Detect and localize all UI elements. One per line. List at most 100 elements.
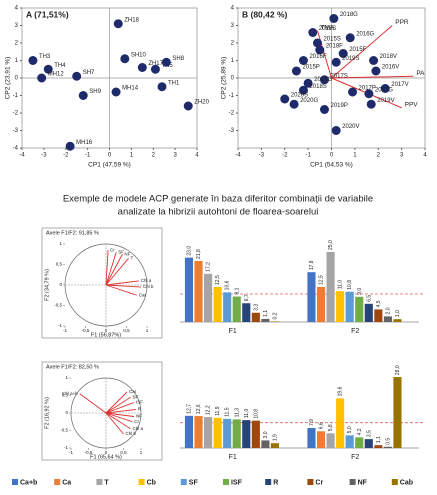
x-tick-label: F2 <box>351 454 359 461</box>
x-tick-label: -3 <box>41 153 47 159</box>
chart-title: Axele F1/F2: 82,50 % <box>46 364 99 370</box>
bar <box>336 398 345 448</box>
value-label: 1,9 <box>273 434 279 441</box>
bar <box>223 292 232 322</box>
chart-title: A (71,51%) <box>26 9 69 19</box>
data-point <box>348 87 358 97</box>
legend-label: Cr <box>315 479 323 486</box>
bar <box>204 417 213 448</box>
point-label: MH16 <box>76 140 93 146</box>
data-point <box>338 49 348 58</box>
value-label: 9,0 <box>357 288 363 295</box>
loading-arrow <box>105 250 109 286</box>
x-tick-label: 3 <box>400 153 404 159</box>
value-label: 19,6 <box>338 386 344 396</box>
loading-arrow <box>105 252 117 286</box>
bar <box>316 431 326 448</box>
loading-label: PA <box>416 70 425 77</box>
value-label: 2,0 <box>385 307 391 314</box>
y-tick-label: 4 <box>231 6 235 12</box>
data-point <box>150 64 160 74</box>
point-label: 2017S <box>330 73 347 79</box>
data-point <box>157 82 167 92</box>
bar <box>393 377 402 448</box>
value-label: 9,1 <box>234 287 240 294</box>
point-label: 2018G <box>340 12 358 18</box>
legend-label: T <box>104 479 109 486</box>
data-point <box>319 75 329 85</box>
x-tick-label: 1 <box>130 153 134 159</box>
x-tick-label: -4 <box>235 153 241 159</box>
loading-label: Chl a <box>133 426 144 431</box>
y-axis-label: F2 (34,79 %) <box>44 269 50 301</box>
data-point <box>78 91 88 100</box>
bar <box>355 296 364 322</box>
data-point <box>308 28 318 37</box>
loading-arrow <box>105 254 123 286</box>
loading-label: NF <box>136 414 142 419</box>
data-point <box>291 66 301 76</box>
legend-swatch <box>307 479 314 485</box>
bar <box>232 419 241 448</box>
value-label: 28,0 <box>395 365 401 375</box>
bar <box>184 257 194 322</box>
data-point <box>364 89 374 99</box>
loading-label: Chl b <box>126 431 137 436</box>
x-tick-label: 2 <box>152 153 156 159</box>
loading-arrow <box>105 412 135 417</box>
legend-label: Cb <box>147 479 156 486</box>
point-label: MH12 <box>48 72 65 78</box>
point-label: 2015F <box>349 47 366 53</box>
value-label: 11,9 <box>215 406 221 416</box>
plot-frame <box>41 227 163 339</box>
legend-label: ISF <box>231 479 243 486</box>
bar <box>184 415 194 448</box>
loading-label: ISF <box>136 400 143 405</box>
chart-title: Axele F1/F2: 91,85 % <box>46 230 99 236</box>
value-label: 11,5 <box>225 407 231 417</box>
legend-label: R <box>273 479 278 486</box>
x-tick-label: 0,5 <box>120 450 127 455</box>
x-tick-label: 0 <box>105 450 108 455</box>
x-axis-label: CP1 (54,53 %) <box>310 162 353 169</box>
data-point <box>28 56 38 65</box>
y-tick-label: 1 <box>59 241 62 246</box>
point-label: ZH17 <box>148 61 163 67</box>
point-label: 2017V <box>391 82 408 88</box>
loading-label: Car <box>139 292 147 297</box>
value-label: 1,1 <box>263 310 269 317</box>
y-tick-label: -1 <box>229 93 235 99</box>
loading-label: Cr <box>110 247 115 252</box>
bar <box>242 420 251 448</box>
x-tick-label: 0,5 <box>123 328 130 333</box>
x-tick-label: F1 <box>229 328 237 335</box>
legend-swatch <box>138 479 145 485</box>
loading-label: Chl a+b <box>62 391 78 396</box>
data-point <box>111 87 121 97</box>
x-tick-label: 0 <box>105 328 108 333</box>
bar <box>355 437 364 448</box>
data-point <box>366 99 376 109</box>
bar <box>364 303 373 322</box>
x-tick-label: 0 <box>330 153 334 159</box>
point-label: 2018S <box>309 84 326 90</box>
legend-swatch <box>180 479 187 485</box>
bar <box>383 316 392 322</box>
x-tick-label: -0,5 <box>85 450 93 455</box>
point-label: TH1 <box>168 80 180 86</box>
data-point <box>183 101 193 111</box>
legend-swatch <box>12 479 18 485</box>
point-label: MH14 <box>122 86 139 92</box>
y-tick-label: 1 <box>231 58 235 64</box>
legend-label: SF <box>189 479 199 486</box>
value-label: 5,0 <box>347 426 353 433</box>
bar <box>251 420 260 448</box>
x-tick-label: -1 <box>305 153 311 159</box>
value-label: 17,2 <box>206 262 212 272</box>
x-tick-label: 3 <box>173 153 177 159</box>
bar <box>307 272 316 322</box>
x-tick-label: -4 <box>19 153 25 159</box>
y-tick-label: 4 <box>15 6 19 12</box>
x-tick-label: 2 <box>377 153 381 159</box>
value-label: 17,8 <box>309 260 315 270</box>
